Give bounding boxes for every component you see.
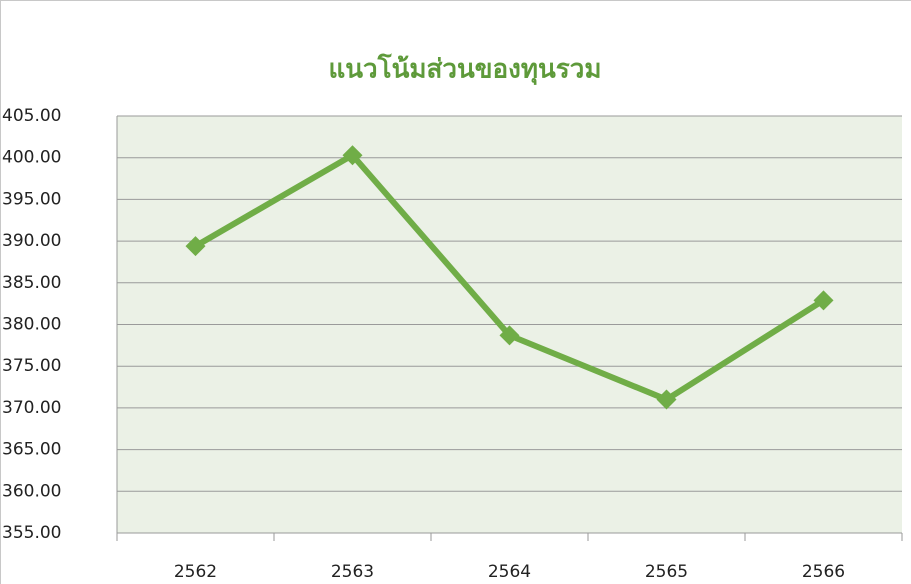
x-tick-label: 2565 <box>645 562 688 582</box>
marker <box>813 290 834 311</box>
x-tick-label: 2563 <box>331 562 374 582</box>
y-tick-label: 395.00 <box>2 189 61 209</box>
x-tick-label: 2562 <box>174 562 217 582</box>
y-tick-label: 385.00 <box>2 273 61 293</box>
marker <box>656 389 677 410</box>
marker <box>185 236 206 257</box>
y-tick-label: 355.00 <box>2 523 61 543</box>
y-tick-label: 370.00 <box>2 398 61 418</box>
y-tick-label: 390.00 <box>2 231 61 251</box>
chart-title: แนวโน้มส่วนของทุนรวม <box>329 53 602 86</box>
x-tick-label: 2564 <box>488 562 531 582</box>
x-tick-label: 2566 <box>802 562 845 582</box>
y-tick-label: 380.00 <box>2 315 61 335</box>
y-tick-label: 365.00 <box>2 440 61 460</box>
marker <box>342 145 363 166</box>
y-tick-label: 405.00 <box>2 106 61 126</box>
y-tick-label: 400.00 <box>2 148 61 168</box>
y-tick-label: 375.00 <box>2 356 61 376</box>
marker <box>499 325 520 346</box>
y-tick-label: 360.00 <box>2 481 61 501</box>
